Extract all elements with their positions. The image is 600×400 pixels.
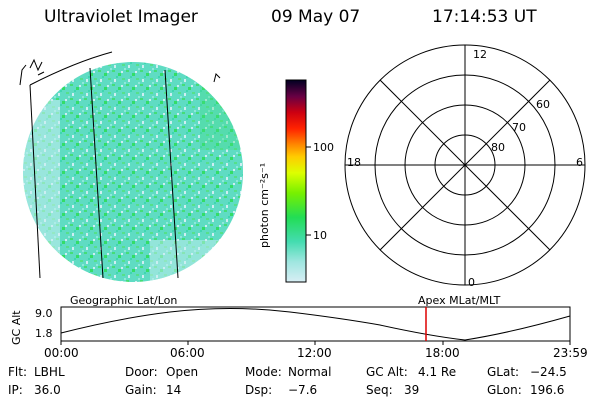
observation-date: 09 May 07 (271, 7, 361, 27)
colorbar (285, 79, 307, 283)
altitude-curve (60, 308, 571, 341)
timeline-x-tick-1800: 18:00 (425, 346, 460, 360)
timeline-left-label: Geographic Lat/Lon (70, 294, 178, 307)
status-glat-value: −24.5 (530, 365, 567, 379)
uv-globe-image (23, 62, 243, 282)
status-mode-label: Mode: (245, 365, 282, 379)
timeline-right-label: Apex MLat/MLT (418, 294, 501, 307)
timeline-x-tick-0000: 00:00 (44, 346, 79, 360)
timeline-x-tick-1200: 12:00 (297, 346, 332, 360)
mlt-label-6: 6 (576, 156, 583, 169)
status-door-value: Open (166, 365, 199, 379)
status-glon-label: GLon: (487, 383, 522, 397)
timeline-x-tick-2359: 23:59 (553, 346, 588, 360)
status-dsp-label: Dsp: (245, 383, 273, 397)
colorbar-label-10: 10 (313, 229, 327, 242)
timeline-frame (60, 306, 571, 342)
status-filter-value: LBHL (34, 365, 65, 379)
status-door-label: Door: (125, 365, 158, 379)
status-glat-label: GLat: (487, 365, 520, 379)
colorbar-unit-label: photon cm⁻²s⁻¹ (258, 162, 271, 248)
colorbar-label-100: 100 (313, 141, 334, 154)
mlt-label-18: 18 (347, 156, 361, 169)
coastline-outline (19, 58, 221, 86)
timeline-x-ticks (60, 341, 571, 345)
mlt-label-12: 12 (473, 48, 487, 61)
status-mode-value: Normal (288, 365, 332, 379)
status-seq-label: Seq: (366, 383, 393, 397)
timeline-y-tick-max: 9.0 (35, 307, 53, 320)
timeline-x-tick-0600: 06:00 (170, 346, 205, 360)
status-gain-label: Gain: (125, 383, 157, 397)
status-ip-value: 36.0 (34, 383, 61, 397)
status-gcalt-value: 4.1 Re (418, 365, 457, 379)
status-filter-label: Flt: (8, 365, 27, 379)
app-title: Ultraviolet Imager (44, 7, 198, 27)
status-dsp-value: −7.6 (288, 383, 318, 397)
status-seq-value: 39 (404, 383, 420, 397)
lat-label-70: 70 (512, 121, 526, 134)
status-glon-value: 196.6 (530, 383, 565, 397)
timeline-axis-title: GC Alt (10, 310, 23, 345)
mlt-label-0: 0 (468, 276, 475, 289)
lat-lon-grid (29, 51, 179, 279)
polar-plot (344, 44, 586, 286)
status-gcalt-label: GC Alt: (366, 365, 408, 379)
lat-label-60: 60 (536, 98, 550, 111)
observation-time: 17:14:53 UT (432, 7, 537, 27)
lat-label-80: 80 (491, 141, 505, 154)
timeline-y-tick-min: 1.8 (35, 327, 53, 340)
status-gain-value: 14 (166, 383, 182, 397)
status-ip-label: IP: (8, 383, 23, 397)
